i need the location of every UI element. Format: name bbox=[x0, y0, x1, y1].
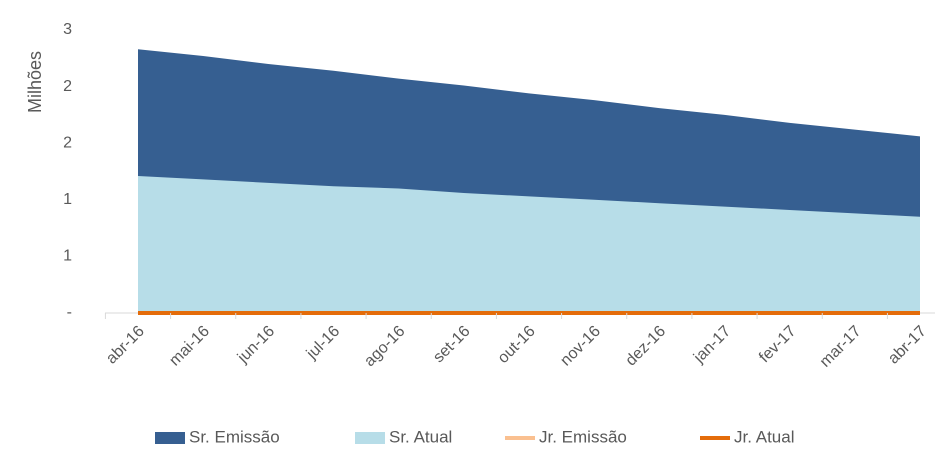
x-tick-label: out-16 bbox=[495, 323, 539, 367]
x-tick-label: fev-17 bbox=[756, 323, 800, 367]
x-tick-label: dez-16 bbox=[623, 323, 670, 370]
legend-swatch bbox=[155, 432, 185, 444]
x-tick-label: abr-16 bbox=[103, 323, 148, 368]
y-tick-label: 2 bbox=[63, 134, 72, 151]
x-tick-label: jan-17 bbox=[690, 323, 734, 367]
legend-label: Jr. Atual bbox=[734, 427, 794, 446]
legend-swatch bbox=[355, 432, 385, 444]
legend-label: Sr. Emissão bbox=[189, 427, 280, 446]
x-tick-label: jul-16 bbox=[303, 323, 343, 363]
x-tick-label: jun-16 bbox=[234, 323, 278, 367]
y-tick-label: - bbox=[67, 304, 72, 321]
y-tick-label: 3 bbox=[63, 21, 72, 38]
x-tick-label: set-16 bbox=[430, 323, 474, 367]
y-tick-label: 2 bbox=[63, 78, 72, 95]
area bbox=[138, 176, 920, 313]
legend-label: Jr. Emissão bbox=[539, 427, 627, 446]
x-tick-label: ago-16 bbox=[361, 323, 408, 370]
x-tick-label: mai-16 bbox=[166, 323, 213, 370]
y-tick-label: 1 bbox=[63, 248, 72, 265]
legend-label: Sr. Atual bbox=[389, 427, 452, 446]
x-tick-label: mar-17 bbox=[817, 323, 865, 371]
y-axis-title: Milhões bbox=[25, 51, 45, 113]
x-tick-label: abr-17 bbox=[885, 323, 930, 368]
y-tick-label: 1 bbox=[63, 191, 72, 208]
x-tick-label: nov-16 bbox=[557, 323, 604, 370]
